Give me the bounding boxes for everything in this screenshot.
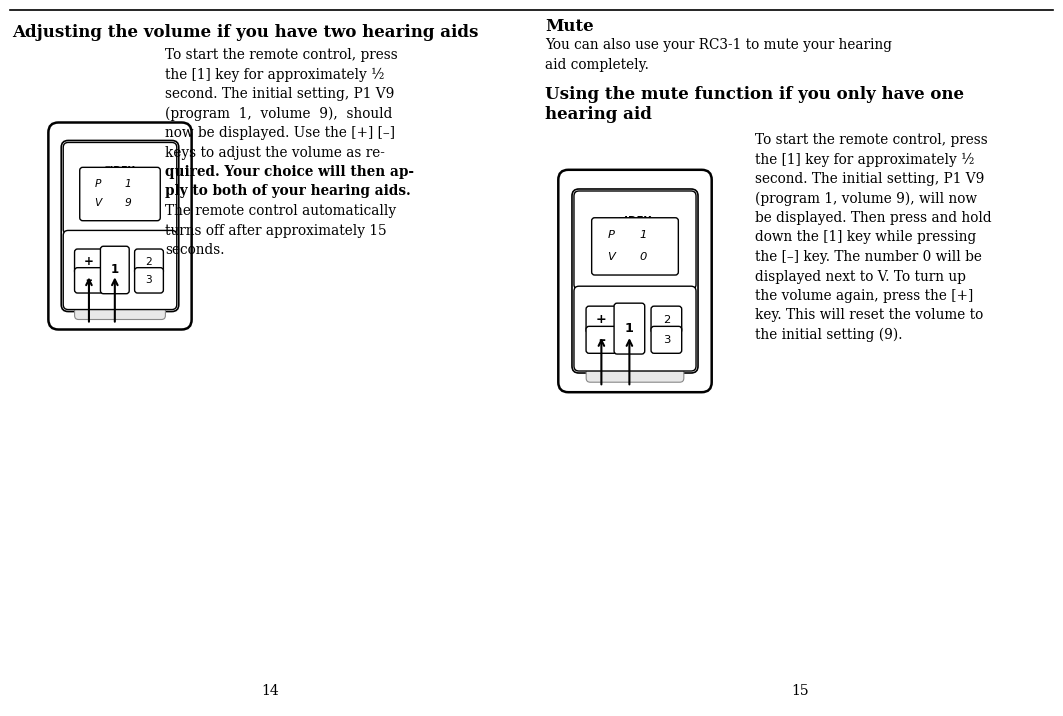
Text: the [1] key for approximately ½: the [1] key for approximately ½ [165,67,385,82]
FancyBboxPatch shape [574,191,696,289]
Text: –: – [86,274,92,287]
Text: V: V [94,198,101,208]
Text: the [–] key. The number 0 will be: the [–] key. The number 0 will be [755,250,982,264]
Text: The remote control automatically: The remote control automatically [165,204,396,218]
Text: second. The initial setting, P1 V9: second. The initial setting, P1 V9 [755,172,984,186]
FancyBboxPatch shape [135,268,164,293]
FancyBboxPatch shape [586,326,617,353]
FancyBboxPatch shape [49,122,191,329]
Text: 9: 9 [124,198,131,208]
Text: Mute: Mute [545,18,593,35]
Text: be displayed. Then press and hold: be displayed. Then press and hold [755,211,992,225]
FancyBboxPatch shape [100,246,130,294]
Text: displayed next to V. To turn up: displayed next to V. To turn up [755,269,966,284]
FancyBboxPatch shape [614,303,645,354]
Text: quired. Your choice will then ap-: quired. Your choice will then ap- [165,165,414,179]
Text: 15: 15 [791,684,809,698]
Text: ⓈIDEX: ⓈIDEX [104,165,135,175]
FancyBboxPatch shape [574,286,696,371]
FancyBboxPatch shape [63,231,176,309]
Text: To start the remote control, press: To start the remote control, press [165,48,398,62]
FancyBboxPatch shape [74,289,166,319]
Text: –: – [597,333,605,347]
Text: 1: 1 [111,263,119,276]
Text: P: P [607,230,614,240]
Text: ⓈIDEX: ⓈIDEX [619,216,652,226]
FancyBboxPatch shape [651,326,681,353]
FancyBboxPatch shape [74,249,103,274]
Text: 14: 14 [261,684,279,698]
Text: second. The initial setting, P1 V9: second. The initial setting, P1 V9 [165,87,394,101]
Text: P: P [95,178,101,188]
Text: hearing aid: hearing aid [545,106,652,123]
FancyBboxPatch shape [135,249,164,274]
Text: down the [1] key while pressing: down the [1] key while pressing [755,231,976,244]
Text: the [1] key for approximately ½: the [1] key for approximately ½ [755,153,975,167]
FancyBboxPatch shape [651,306,681,333]
FancyBboxPatch shape [572,189,698,373]
Text: now be displayed. Use the [+] [–]: now be displayed. Use the [+] [–] [165,126,395,140]
Text: 1: 1 [639,230,646,240]
Text: 2: 2 [662,314,670,324]
Text: Using the mute function if you only have one: Using the mute function if you only have… [545,86,964,103]
Text: 1: 1 [124,178,131,188]
Text: 3: 3 [662,335,670,345]
Text: To start the remote control, press: To start the remote control, press [755,133,988,147]
FancyBboxPatch shape [586,350,684,382]
Text: +: + [84,255,94,268]
Text: You can also use your RC3-1 to mute your hearing: You can also use your RC3-1 to mute your… [545,38,892,52]
FancyBboxPatch shape [74,268,103,293]
Text: 1: 1 [625,322,634,335]
Text: 2: 2 [146,257,152,266]
FancyBboxPatch shape [592,218,678,275]
FancyBboxPatch shape [63,142,176,234]
Text: key. This will reset the volume to: key. This will reset the volume to [755,309,983,322]
Text: turns off after approximately 15: turns off after approximately 15 [165,223,387,238]
Text: (program  1,  volume  9),  should: (program 1, volume 9), should [165,107,392,121]
Text: keys to adjust the volume as re-: keys to adjust the volume as re- [165,145,385,160]
Text: V: V [607,251,614,261]
Text: seconds.: seconds. [165,243,224,257]
Text: +: + [596,313,607,326]
Text: the volume again, press the [+]: the volume again, press the [+] [755,289,974,303]
Text: ply to both of your hearing aids.: ply to both of your hearing aids. [165,185,410,198]
Text: 0: 0 [639,251,646,261]
FancyBboxPatch shape [586,306,617,333]
FancyBboxPatch shape [62,140,179,311]
FancyBboxPatch shape [80,168,161,221]
Text: 3: 3 [146,276,152,286]
Text: (program 1, volume 9), will now: (program 1, volume 9), will now [755,191,977,206]
Text: aid completely.: aid completely. [545,57,648,72]
FancyBboxPatch shape [558,170,712,392]
Text: Adjusting the volume if you have two hearing aids: Adjusting the volume if you have two hea… [12,24,478,41]
Text: the initial setting (9).: the initial setting (9). [755,328,902,342]
